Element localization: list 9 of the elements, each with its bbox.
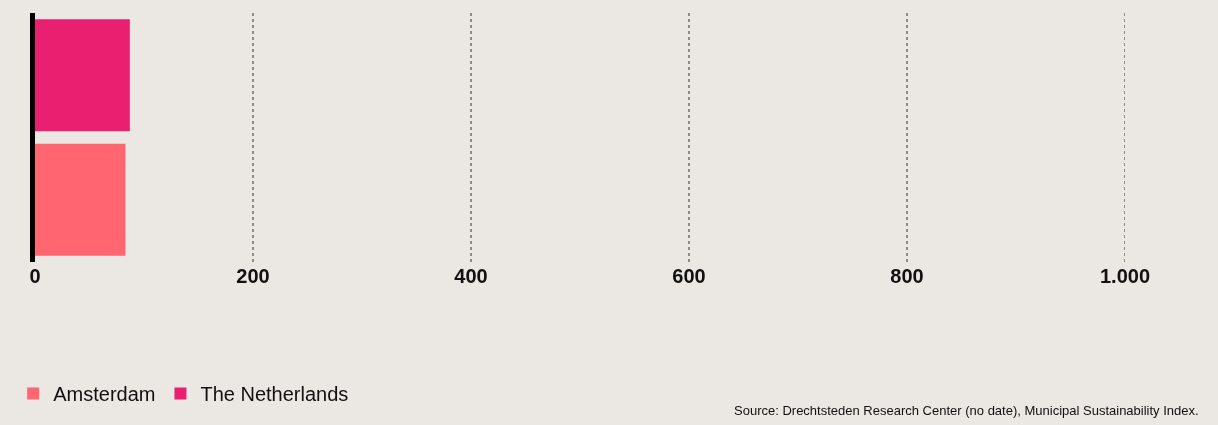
x-tick-label: 0 xyxy=(29,265,41,287)
x-tick-label: 1.000 xyxy=(1099,265,1151,287)
x-tick-label: 600 xyxy=(672,265,706,287)
x-tick-label: 200 xyxy=(236,265,270,287)
x-tick-label: 400 xyxy=(454,265,488,287)
legend-label: The Netherlands xyxy=(200,383,349,406)
source-note: Source: Drechtsteden Research Center (no date), Municipal Sustainability Index. xyxy=(734,403,1199,418)
x-tick-label: 800 xyxy=(890,265,924,287)
legend-label: Amsterdam xyxy=(53,383,156,406)
